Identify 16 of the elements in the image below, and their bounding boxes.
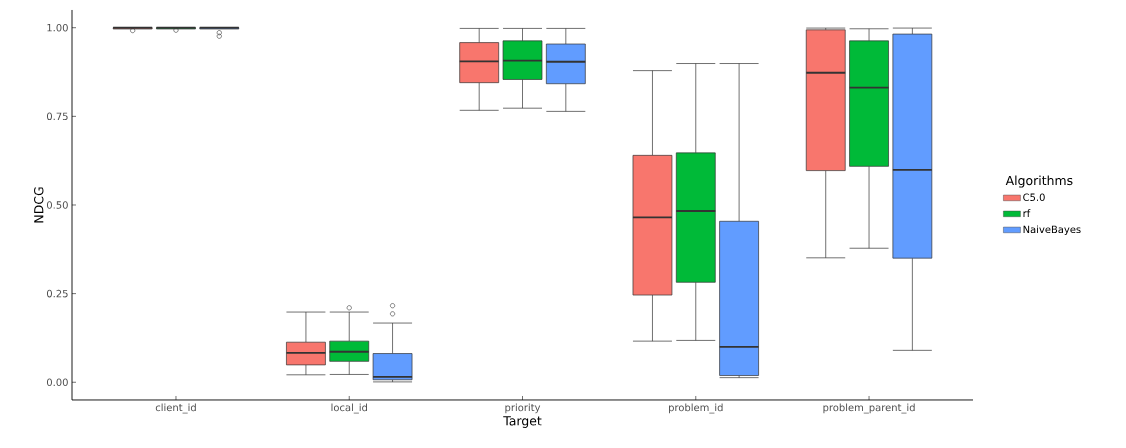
x-tick-label: problem_id bbox=[669, 403, 723, 414]
legend-title: Algorithms bbox=[1005, 175, 1073, 188]
y-axis-title: NDCG bbox=[34, 187, 44, 223]
legend-label: NaiveBayes bbox=[1023, 225, 1081, 236]
x-tick-label: client_id bbox=[155, 403, 196, 414]
x-axis-title: Target bbox=[503, 416, 542, 428]
x-tick-label: priority bbox=[505, 403, 541, 414]
y-tick-label: 0.50 bbox=[46, 201, 68, 209]
x-tick-label: problem_parent_id bbox=[823, 403, 915, 414]
y-tick-label: 0.75 bbox=[46, 112, 68, 121]
y-tick-label: 0.25 bbox=[46, 289, 68, 298]
legend-label: C5.0 bbox=[1023, 193, 1045, 201]
legend-label: rf bbox=[1023, 209, 1031, 217]
y-tick-label: 1.00 bbox=[47, 23, 68, 32]
y-tick-label: 0.00 bbox=[46, 378, 68, 387]
x-tick-label: local_id bbox=[331, 403, 367, 414]
